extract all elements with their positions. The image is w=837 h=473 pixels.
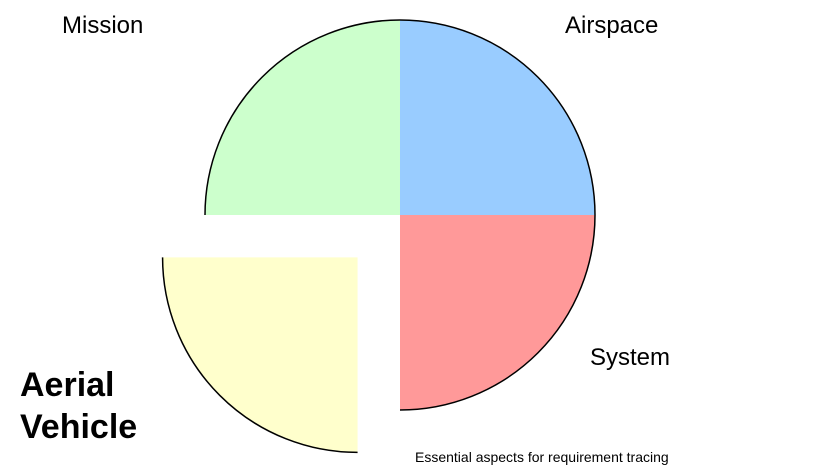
pie-slice xyxy=(400,215,595,410)
slice-label: System xyxy=(590,344,671,371)
slice-outline xyxy=(161,257,358,454)
pie-slice xyxy=(162,257,358,453)
slice-outline xyxy=(399,214,596,411)
pie-slice xyxy=(400,20,595,215)
annotation: Essential aspects for requirement tracin… xyxy=(415,449,669,465)
slice-outline xyxy=(204,19,401,216)
slice-label: Airspace xyxy=(565,12,659,39)
pie-slice xyxy=(205,20,400,215)
slice-label: Aerial Vehicle xyxy=(20,366,138,446)
slice-label: Mission xyxy=(62,12,144,39)
slice-outline xyxy=(399,19,596,216)
